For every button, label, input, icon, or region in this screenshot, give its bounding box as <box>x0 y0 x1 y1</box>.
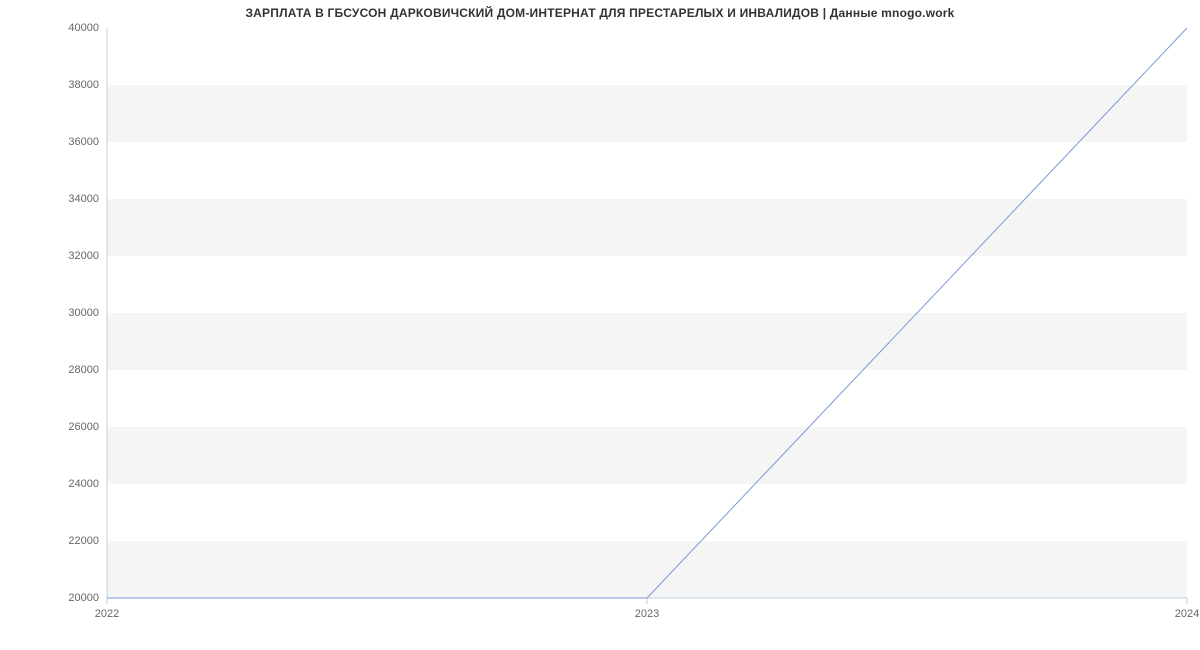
y-tick-label: 36000 <box>68 136 99 148</box>
grid-band <box>107 199 1187 256</box>
salary-line-chart: ЗАРПЛАТА В ГБСУСОН ДАРКОВИЧСКИЙ ДОМ-ИНТЕ… <box>0 0 1200 650</box>
y-tick-label: 20000 <box>68 592 99 604</box>
y-tick-label: 28000 <box>68 364 99 376</box>
plot-area: 2000022000240002600028000300003200034000… <box>107 28 1187 598</box>
grid-band <box>107 484 1187 541</box>
grid-band <box>107 142 1187 199</box>
grid-band <box>107 541 1187 598</box>
grid-band <box>107 427 1187 484</box>
plot-svg <box>107 28 1187 604</box>
x-tick-label: 2024 <box>1175 608 1199 620</box>
grid-band <box>107 313 1187 370</box>
x-tick-label: 2023 <box>635 608 659 620</box>
y-tick-label: 32000 <box>68 250 99 262</box>
grid-band <box>107 370 1187 427</box>
chart-title: ЗАРПЛАТА В ГБСУСОН ДАРКОВИЧСКИЙ ДОМ-ИНТЕ… <box>0 6 1200 20</box>
x-tick-label: 2022 <box>95 608 119 620</box>
y-tick-label: 22000 <box>68 535 99 547</box>
y-tick-label: 40000 <box>68 22 99 34</box>
y-tick-label: 34000 <box>68 193 99 205</box>
y-tick-label: 24000 <box>68 478 99 490</box>
y-tick-label: 30000 <box>68 307 99 319</box>
grid-band <box>107 256 1187 313</box>
y-tick-label: 26000 <box>68 421 99 433</box>
grid-band <box>107 85 1187 142</box>
grid-band <box>107 28 1187 85</box>
y-tick-label: 38000 <box>68 79 99 91</box>
